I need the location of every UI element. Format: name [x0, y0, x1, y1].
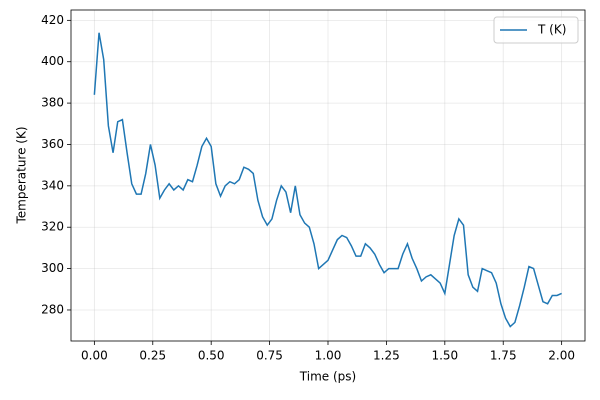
x-tick-label: 0.25: [139, 349, 166, 363]
y-tick-label: 280: [41, 302, 64, 316]
legend-label: T (K): [537, 23, 566, 37]
x-tick-label: 1.50: [431, 349, 458, 363]
y-tick-label: 320: [41, 220, 64, 234]
x-axis-label: Time (ps): [299, 370, 356, 384]
y-axis-label: Temperature (K): [15, 126, 29, 224]
x-tick-label: 2.00: [548, 349, 575, 363]
y-tick-label: 340: [41, 178, 64, 192]
y-tick-label: 300: [41, 261, 64, 275]
x-tick-label: 1.75: [490, 349, 517, 363]
y-tick-label: 400: [41, 54, 64, 68]
x-tick-label: 0.75: [256, 349, 283, 363]
x-tick-label: 0.00: [81, 349, 108, 363]
plot-frame: [70, 9, 586, 342]
line-series: [93, 32, 562, 328]
legend-box: [493, 16, 579, 44]
x-tick-label: 0.50: [198, 349, 225, 363]
y-tick-label: 360: [41, 137, 64, 151]
y-tick-label: 420: [41, 13, 64, 27]
x-tick-label: 1.25: [373, 349, 400, 363]
y-tick-label: 380: [41, 96, 64, 110]
x-tick-label: 1.00: [315, 349, 342, 363]
legend: T (K): [493, 16, 579, 44]
